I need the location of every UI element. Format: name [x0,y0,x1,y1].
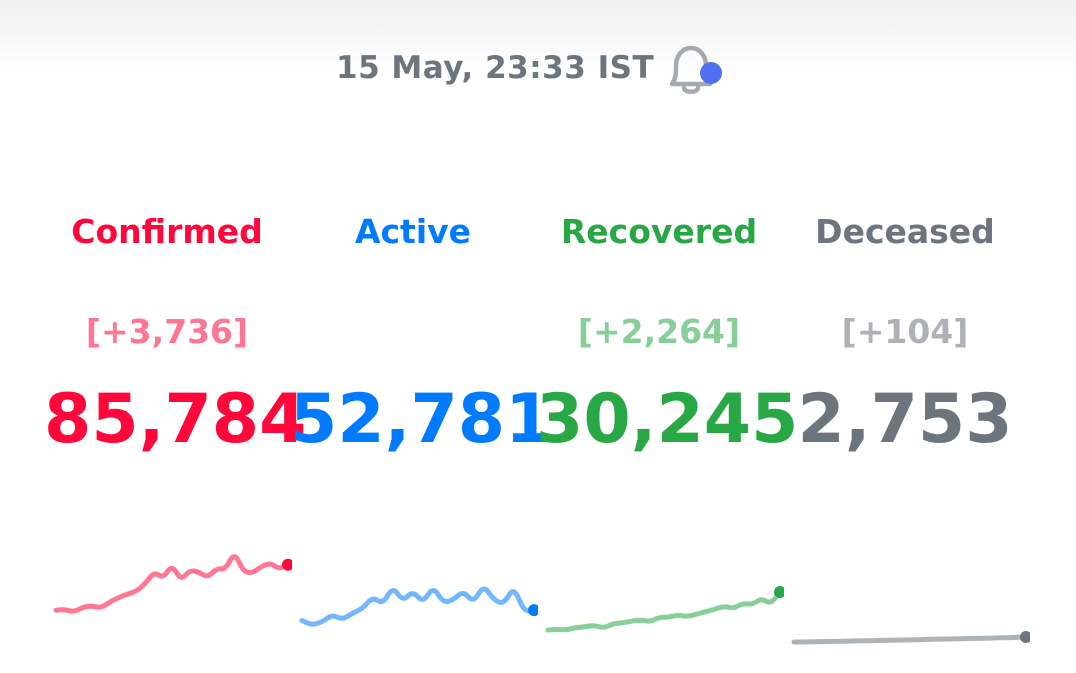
stat-deceased[interactable]: Deceased [+104] 2,753 [782,200,1028,460]
sparkline-active [299,586,538,627]
stat-delta: [+2,264] [577,312,741,351]
stat-confirmed[interactable]: Confirmed [+3,736] 85,784 [44,200,307,460]
sparkline-path [53,554,291,614]
sparklines [0,530,1076,660]
stat-recovered[interactable]: Recovered [+2,264] 30,245 [536,200,799,460]
sparkline-end-dot [774,586,784,598]
stat-value: 85,784 [44,380,307,459]
sparkline-recovered [545,586,784,633]
stat-value: 2,753 [797,380,1013,459]
sparkline-path [791,634,1029,645]
header: 15 May, 23:33 IST [0,40,1076,100]
stats-level: Confirmed [+3,736] 85,784 Active 52,781 … [0,200,1076,460]
stat-label: Deceased [815,212,995,251]
stat-delta: [+3,736] [85,312,249,351]
sparkline-end-dot [528,604,538,617]
sparkline-path [299,586,537,627]
stat-value: 30,245 [536,380,799,459]
header-shade [0,0,1076,70]
sparkline-path [545,589,783,633]
sparkline-deceased [791,631,1030,645]
sparkline-confirmed [53,554,292,614]
stat-label: Recovered [560,212,758,251]
sparkline-end-dot [282,558,292,571]
sparkline-end-dot [1020,631,1030,643]
stat-label: Confirmed [71,212,263,251]
stat-delta: [+104] [841,312,969,351]
stat-active[interactable]: Active 52,781 [290,200,553,460]
stat-label: Active [354,212,472,251]
last-updated-timestamp: 15 May, 23:33 IST [336,50,655,86]
notification-dot [700,62,722,84]
stat-value: 52,781 [290,380,553,459]
